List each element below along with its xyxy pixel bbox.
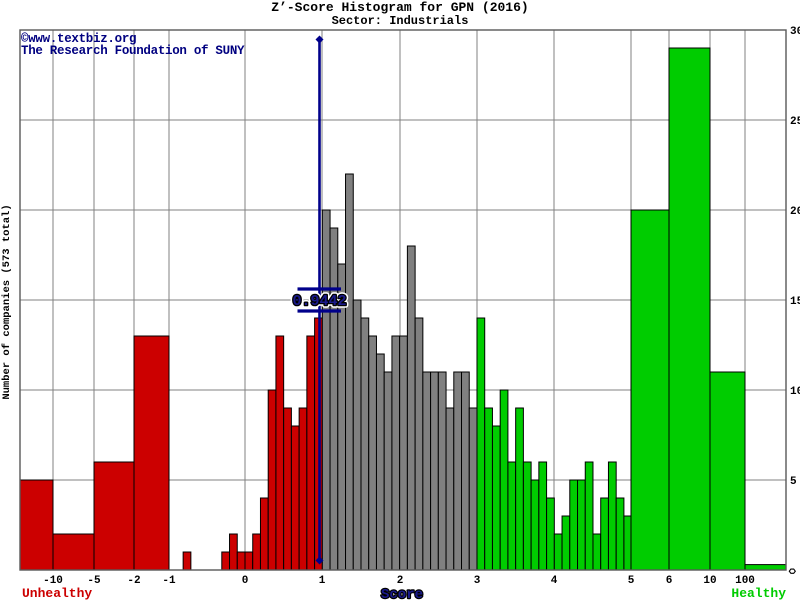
svg-text:3: 3 [474, 575, 481, 587]
svg-text:20: 20 [790, 206, 800, 218]
svg-text:0: 0 [242, 575, 249, 587]
svg-text:10: 10 [790, 386, 800, 398]
svg-text:-2: -2 [127, 575, 140, 587]
svg-text:1: 1 [319, 575, 326, 587]
svg-text:Score: Score [381, 587, 423, 600]
svg-text:6: 6 [666, 575, 673, 587]
svg-text:10: 10 [703, 575, 716, 587]
svg-text:5: 5 [628, 575, 635, 587]
svg-text:Unhealthy: Unhealthy [22, 586, 92, 600]
svg-text:0.9442: 0.9442 [292, 293, 346, 310]
svg-text:5: 5 [790, 476, 797, 488]
svg-text:15: 15 [790, 296, 800, 308]
svg-text:-1: -1 [162, 575, 176, 587]
svg-text:Z’-Score Histogram for GPN (20: Z’-Score Histogram for GPN (2016) [271, 0, 528, 15]
svg-text:The Research Foundation of SUN: The Research Foundation of SUNY [21, 44, 245, 58]
svg-text:Sector: Industrials: Sector: Industrials [332, 14, 469, 28]
svg-text:30: 30 [790, 26, 800, 38]
svg-text:2: 2 [397, 575, 404, 587]
svg-text:Healthy: Healthy [731, 586, 786, 600]
svg-text:25: 25 [790, 116, 800, 128]
svg-text:4: 4 [551, 575, 558, 587]
svg-text:Number of companies (573 total: Number of companies (573 total) [1, 204, 13, 399]
